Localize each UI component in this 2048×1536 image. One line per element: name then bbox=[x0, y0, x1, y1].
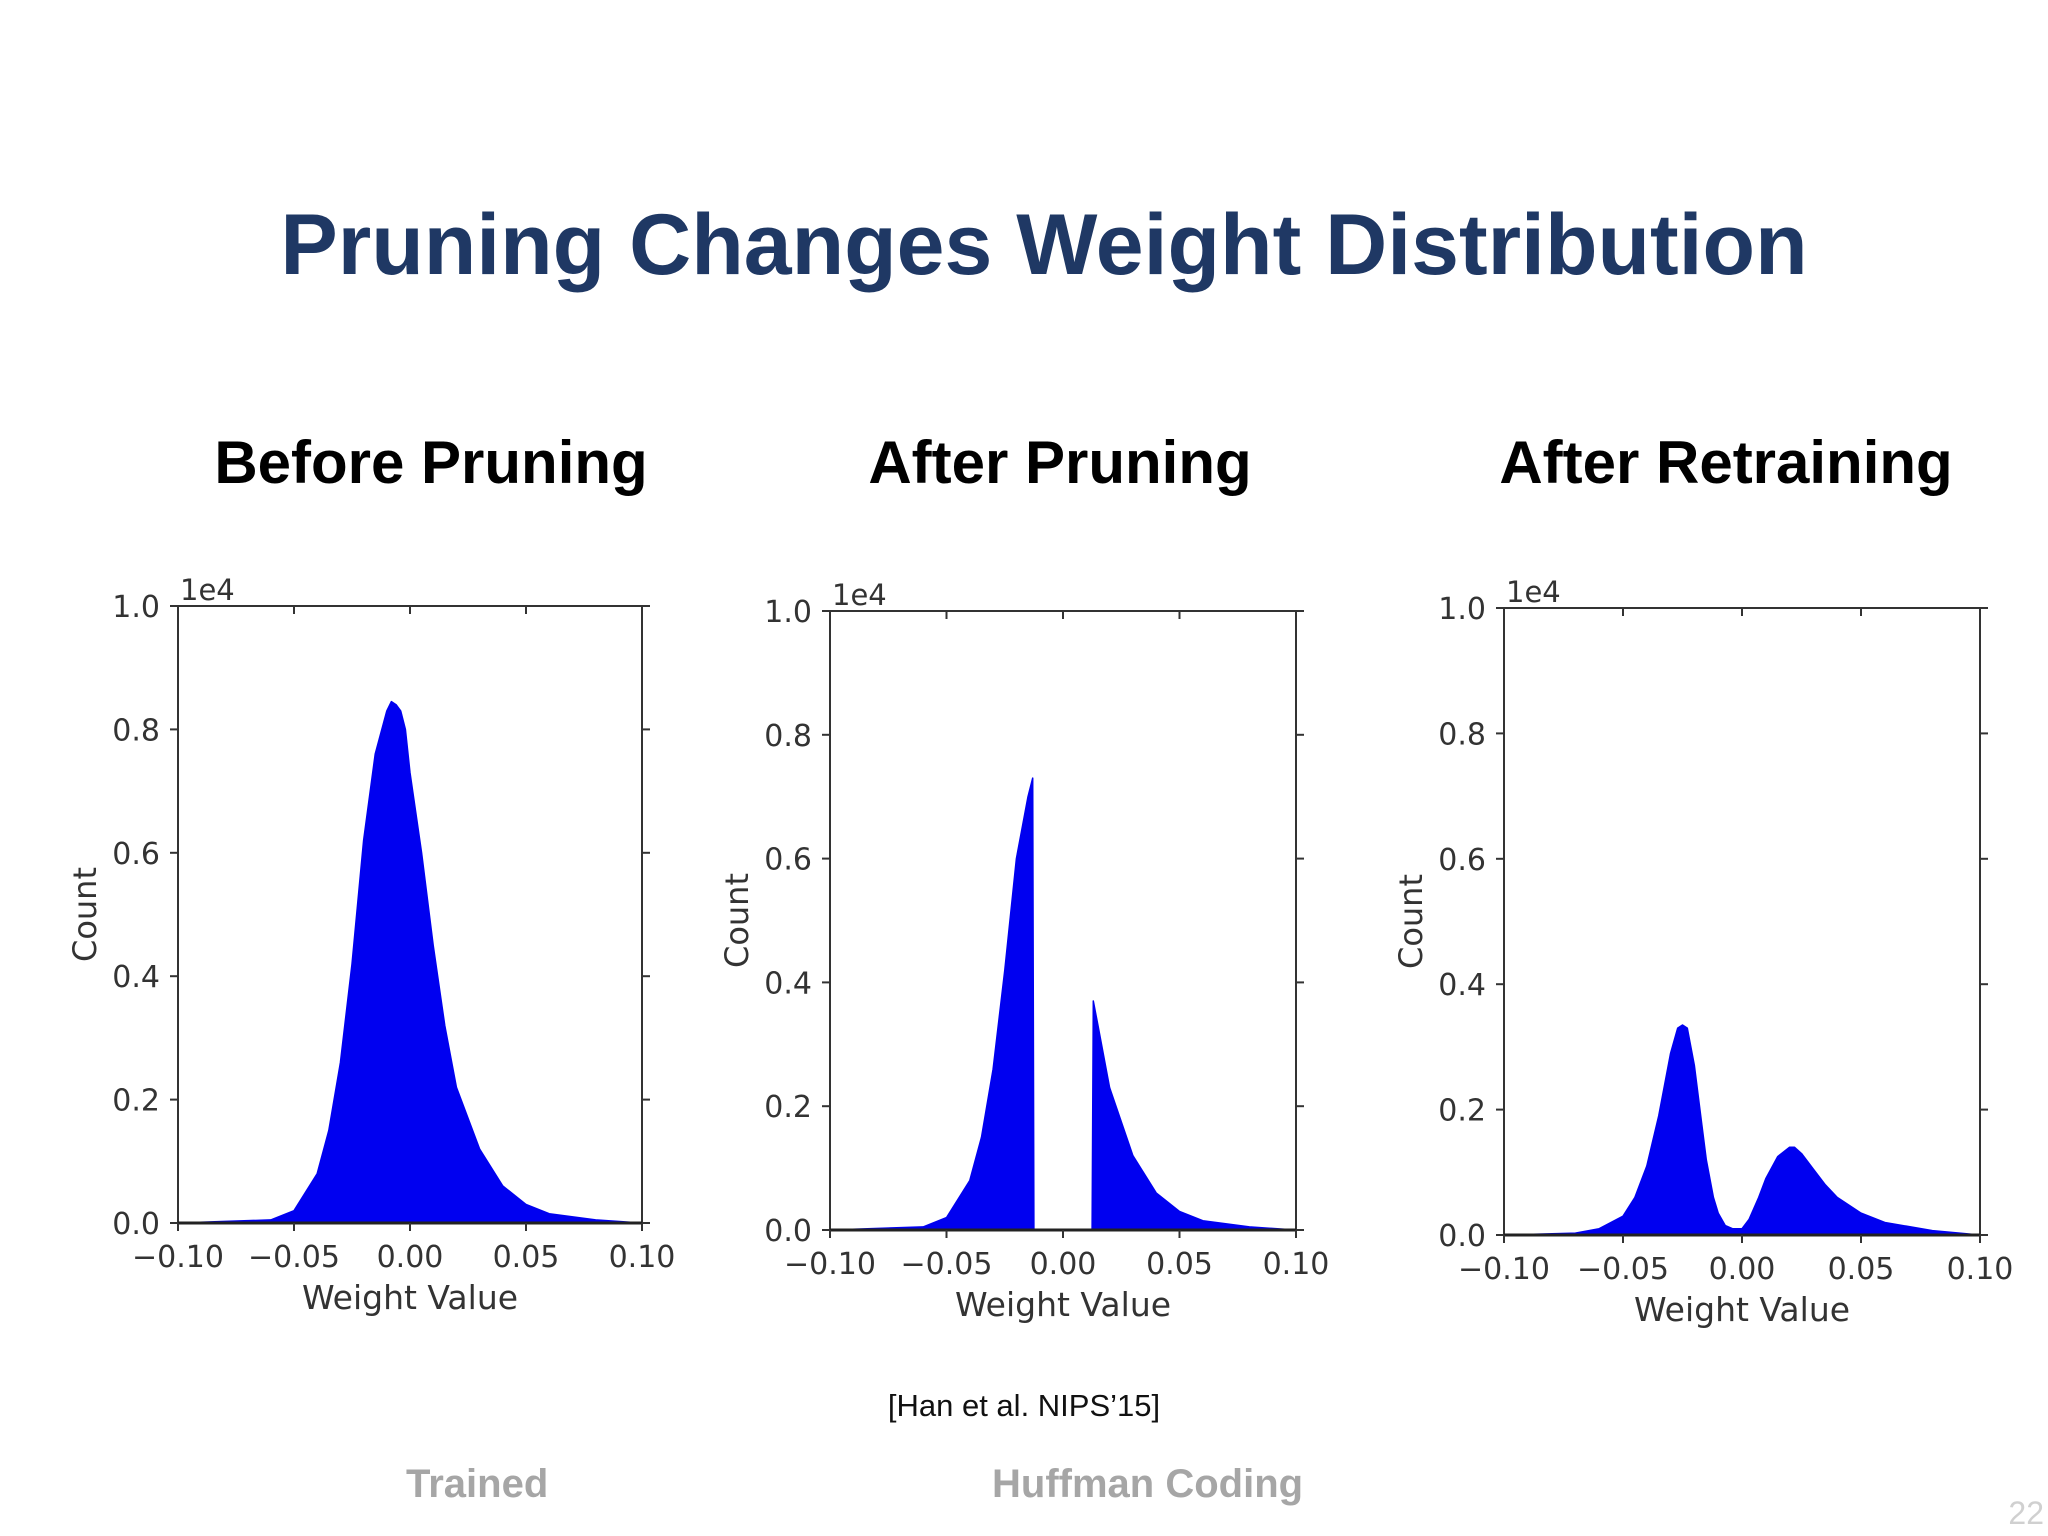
y-tick-label: 0.2 bbox=[112, 1084, 160, 1119]
y-tick-label: 0.4 bbox=[764, 966, 812, 1001]
citation: [Han et al. NIPS’15] bbox=[887, 1388, 1161, 1423]
y-tick-label: 1.0 bbox=[112, 590, 160, 625]
y-tick-label: 0.6 bbox=[1438, 843, 1486, 878]
x-tick-label: 0.05 bbox=[493, 1240, 560, 1275]
footer-huffman-coding: Huffman Coding bbox=[992, 1462, 1304, 1506]
y-axis-label: Count bbox=[66, 867, 104, 962]
plot-frame bbox=[1503, 607, 1981, 1236]
x-tick-label: 0.10 bbox=[609, 1240, 676, 1275]
y-tick-label: 0.4 bbox=[1438, 968, 1486, 1003]
slide-title: Pruning Changes Weight Distribution bbox=[280, 197, 1808, 293]
y-tick-label: 1.0 bbox=[1438, 592, 1486, 627]
x-tick-label: −0.05 bbox=[248, 1240, 340, 1275]
x-tick-label: 0.10 bbox=[1263, 1247, 1330, 1282]
x-tick-label: −0.10 bbox=[132, 1240, 224, 1275]
y-tick-label: 0.0 bbox=[1438, 1219, 1486, 1254]
offset-text-1e4: 1e4 bbox=[180, 573, 235, 607]
y-tick-label: 0.0 bbox=[112, 1207, 160, 1242]
y-tick-label: 0.2 bbox=[764, 1090, 812, 1125]
panel-title-after-retraining: After Retraining bbox=[1499, 429, 1953, 496]
x-tick-label: 0.00 bbox=[1030, 1247, 1097, 1282]
panel-title-before-pruning: Before Pruning bbox=[214, 429, 648, 496]
histogram-area-0 bbox=[177, 700, 643, 1224]
x-tick-label: 0.00 bbox=[377, 1240, 444, 1275]
y-tick-label: 0.6 bbox=[112, 837, 160, 872]
histogram-area-0 bbox=[1503, 1024, 1981, 1236]
histogram-area-0 bbox=[829, 777, 1035, 1231]
x-tick-label: 0.00 bbox=[1709, 1252, 1776, 1287]
y-tick-label: 0.0 bbox=[764, 1214, 812, 1249]
x-tick-label: 0.05 bbox=[1146, 1247, 1213, 1282]
y-tick-label: 0.4 bbox=[112, 960, 160, 995]
x-tick-label: −0.10 bbox=[1458, 1252, 1550, 1287]
offset-text-1e4: 1e4 bbox=[832, 578, 887, 612]
x-tick-label: −0.05 bbox=[901, 1247, 993, 1282]
y-tick-label: 0.6 bbox=[764, 843, 812, 878]
footer-trained: Trained bbox=[406, 1462, 549, 1506]
y-axis-label: Count bbox=[1392, 874, 1430, 969]
histogram-area-1 bbox=[1091, 1000, 1297, 1231]
x-axis-label: Weight Value bbox=[955, 1285, 1171, 1324]
page-number: 22 bbox=[2008, 1495, 2044, 1531]
x-axis-label: Weight Value bbox=[1634, 1290, 1850, 1329]
x-tick-label: 0.05 bbox=[1828, 1252, 1895, 1287]
y-tick-label: 0.8 bbox=[1438, 717, 1486, 752]
x-tick-label: −0.05 bbox=[1577, 1252, 1669, 1287]
x-tick-label: −0.10 bbox=[784, 1247, 876, 1282]
y-tick-label: 0.2 bbox=[1438, 1094, 1486, 1129]
y-tick-label: 1.0 bbox=[764, 595, 812, 630]
offset-text-1e4: 1e4 bbox=[1506, 575, 1561, 609]
y-axis-label: Count bbox=[718, 873, 756, 968]
y-tick-label: 0.8 bbox=[112, 713, 160, 748]
y-tick-label: 0.8 bbox=[764, 719, 812, 754]
x-axis-label: Weight Value bbox=[302, 1278, 518, 1317]
panel-title-after-pruning: After Pruning bbox=[868, 429, 1252, 496]
x-tick-label: 0.10 bbox=[1947, 1252, 2014, 1287]
